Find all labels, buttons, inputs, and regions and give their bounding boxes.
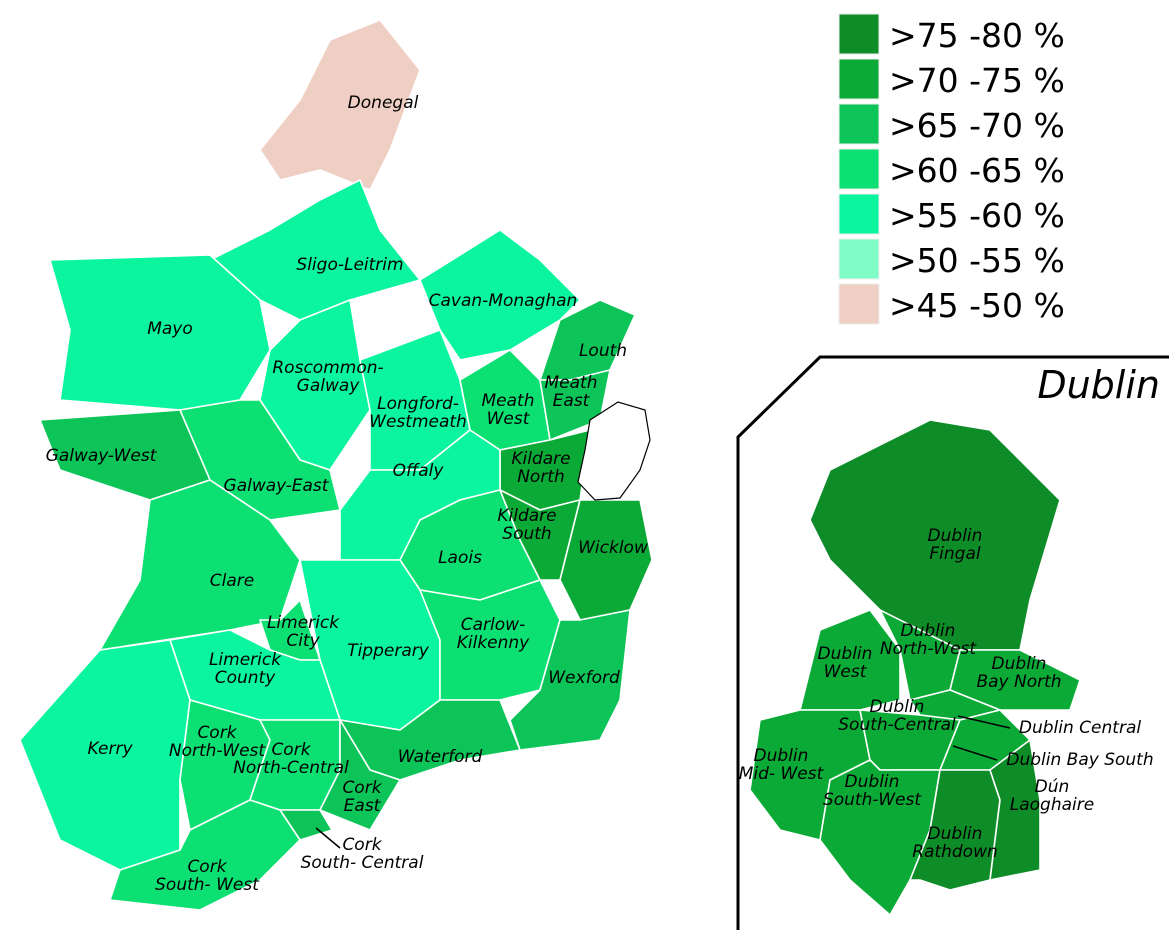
constituency-label: Meath West — [482, 391, 535, 429]
constituency-label: Wexford — [548, 668, 620, 688]
region-cork-south-west — [109, 799, 301, 911]
constituency-label: Galway-West — [46, 446, 158, 466]
constituency-label: Meath East — [545, 373, 598, 411]
legend-label: >70 -75 % — [889, 61, 1065, 100]
constituency-label: Dublin Mid- West — [739, 746, 825, 784]
constituency-label: Limerick City — [267, 613, 340, 651]
constituency-label: Kerry — [87, 739, 133, 759]
constituency-label: Louth — [579, 341, 627, 361]
legend-swatch — [838, 58, 880, 100]
legend-swatch — [838, 148, 880, 190]
constituency-label: Dublin West — [818, 644, 873, 682]
constituency-label: Sligo-Leitrim — [296, 255, 403, 275]
legend-label: >65 -70 % — [889, 106, 1065, 145]
constituency-label: Cork North-West — [169, 723, 267, 761]
region-wexford — [509, 609, 631, 751]
constituency-label: Offaly — [393, 461, 445, 481]
constituency-label: Carlow-Kilkenny — [457, 615, 530, 653]
legend: >75 -80 % >70 -75 % >65 -70 % >60 -65 % >55 … — [838, 13, 1065, 325]
legend-label: >60 -65 % — [889, 151, 1065, 190]
constituency-label: Cork North-Central — [233, 740, 349, 778]
constituency-label: Clare — [210, 571, 254, 591]
constituency-label: Dublin Rathdown — [912, 824, 998, 862]
constituency-label: Dublin Bay North — [976, 654, 1061, 692]
legend-swatch — [838, 283, 880, 325]
constituency-label: Limerick County — [209, 650, 282, 688]
constituency-label: Dublin Central — [1019, 718, 1141, 738]
constituency-label: Dublin North-West — [880, 621, 978, 659]
constituency-label: Donegal — [348, 93, 419, 113]
leader-line — [957, 715, 1011, 729]
dublin-area-blank — [577, 401, 651, 501]
legend-label: >75 -80 % — [889, 16, 1065, 55]
constituency-label: Kildare North — [511, 449, 570, 487]
inset-title: Dublin — [1037, 363, 1160, 407]
constituency-label: Cork East — [342, 778, 382, 816]
constituency-label: Roscommon-Galway — [272, 358, 383, 396]
legend-swatch — [838, 193, 880, 235]
legend-label: >50 -55 % — [889, 241, 1065, 280]
constituency-label: Mayo — [147, 319, 193, 339]
constituency-label: Galway-East — [224, 476, 330, 496]
legend-swatch — [838, 13, 880, 55]
dublin-inset-frame: Dublin — [736, 355, 1169, 930]
constituency-label: Kildare South — [497, 506, 556, 544]
region-cork-east — [319, 719, 401, 831]
constituency-label: Dublin Bay South — [1006, 750, 1153, 770]
leader-line — [952, 745, 998, 761]
legend-label: >55 -60 % — [889, 196, 1065, 235]
constituency-label: Waterford — [398, 747, 483, 767]
dublin-region-dun-laoghaire — [989, 739, 1041, 881]
region-sligo-leitrim — [209, 179, 421, 321]
legend-label: >45 -50 % — [889, 286, 1065, 325]
legend-swatch — [838, 103, 880, 145]
constituency-label: Longford-Westmeath — [369, 394, 467, 432]
constituency-label: Dublin South-West — [823, 772, 922, 810]
constituency-label: Tipperary — [347, 641, 430, 661]
leader-line — [315, 827, 341, 849]
constituency-label: Laois — [438, 548, 482, 568]
constituency-label: Cavan-Monaghan — [429, 291, 578, 311]
constituency-label: Dublin South-Central — [838, 697, 956, 735]
constituency-label: Cork South- Central — [301, 835, 424, 873]
constituency-label: Cork South- West — [155, 857, 260, 895]
constituency-label: Wicklow — [578, 538, 648, 558]
region-donegal — [259, 19, 421, 191]
constituency-label: Dún Laoghaire — [1010, 777, 1094, 815]
legend-swatch — [838, 238, 880, 280]
constituency-label: Dublin Fingal — [928, 526, 983, 564]
